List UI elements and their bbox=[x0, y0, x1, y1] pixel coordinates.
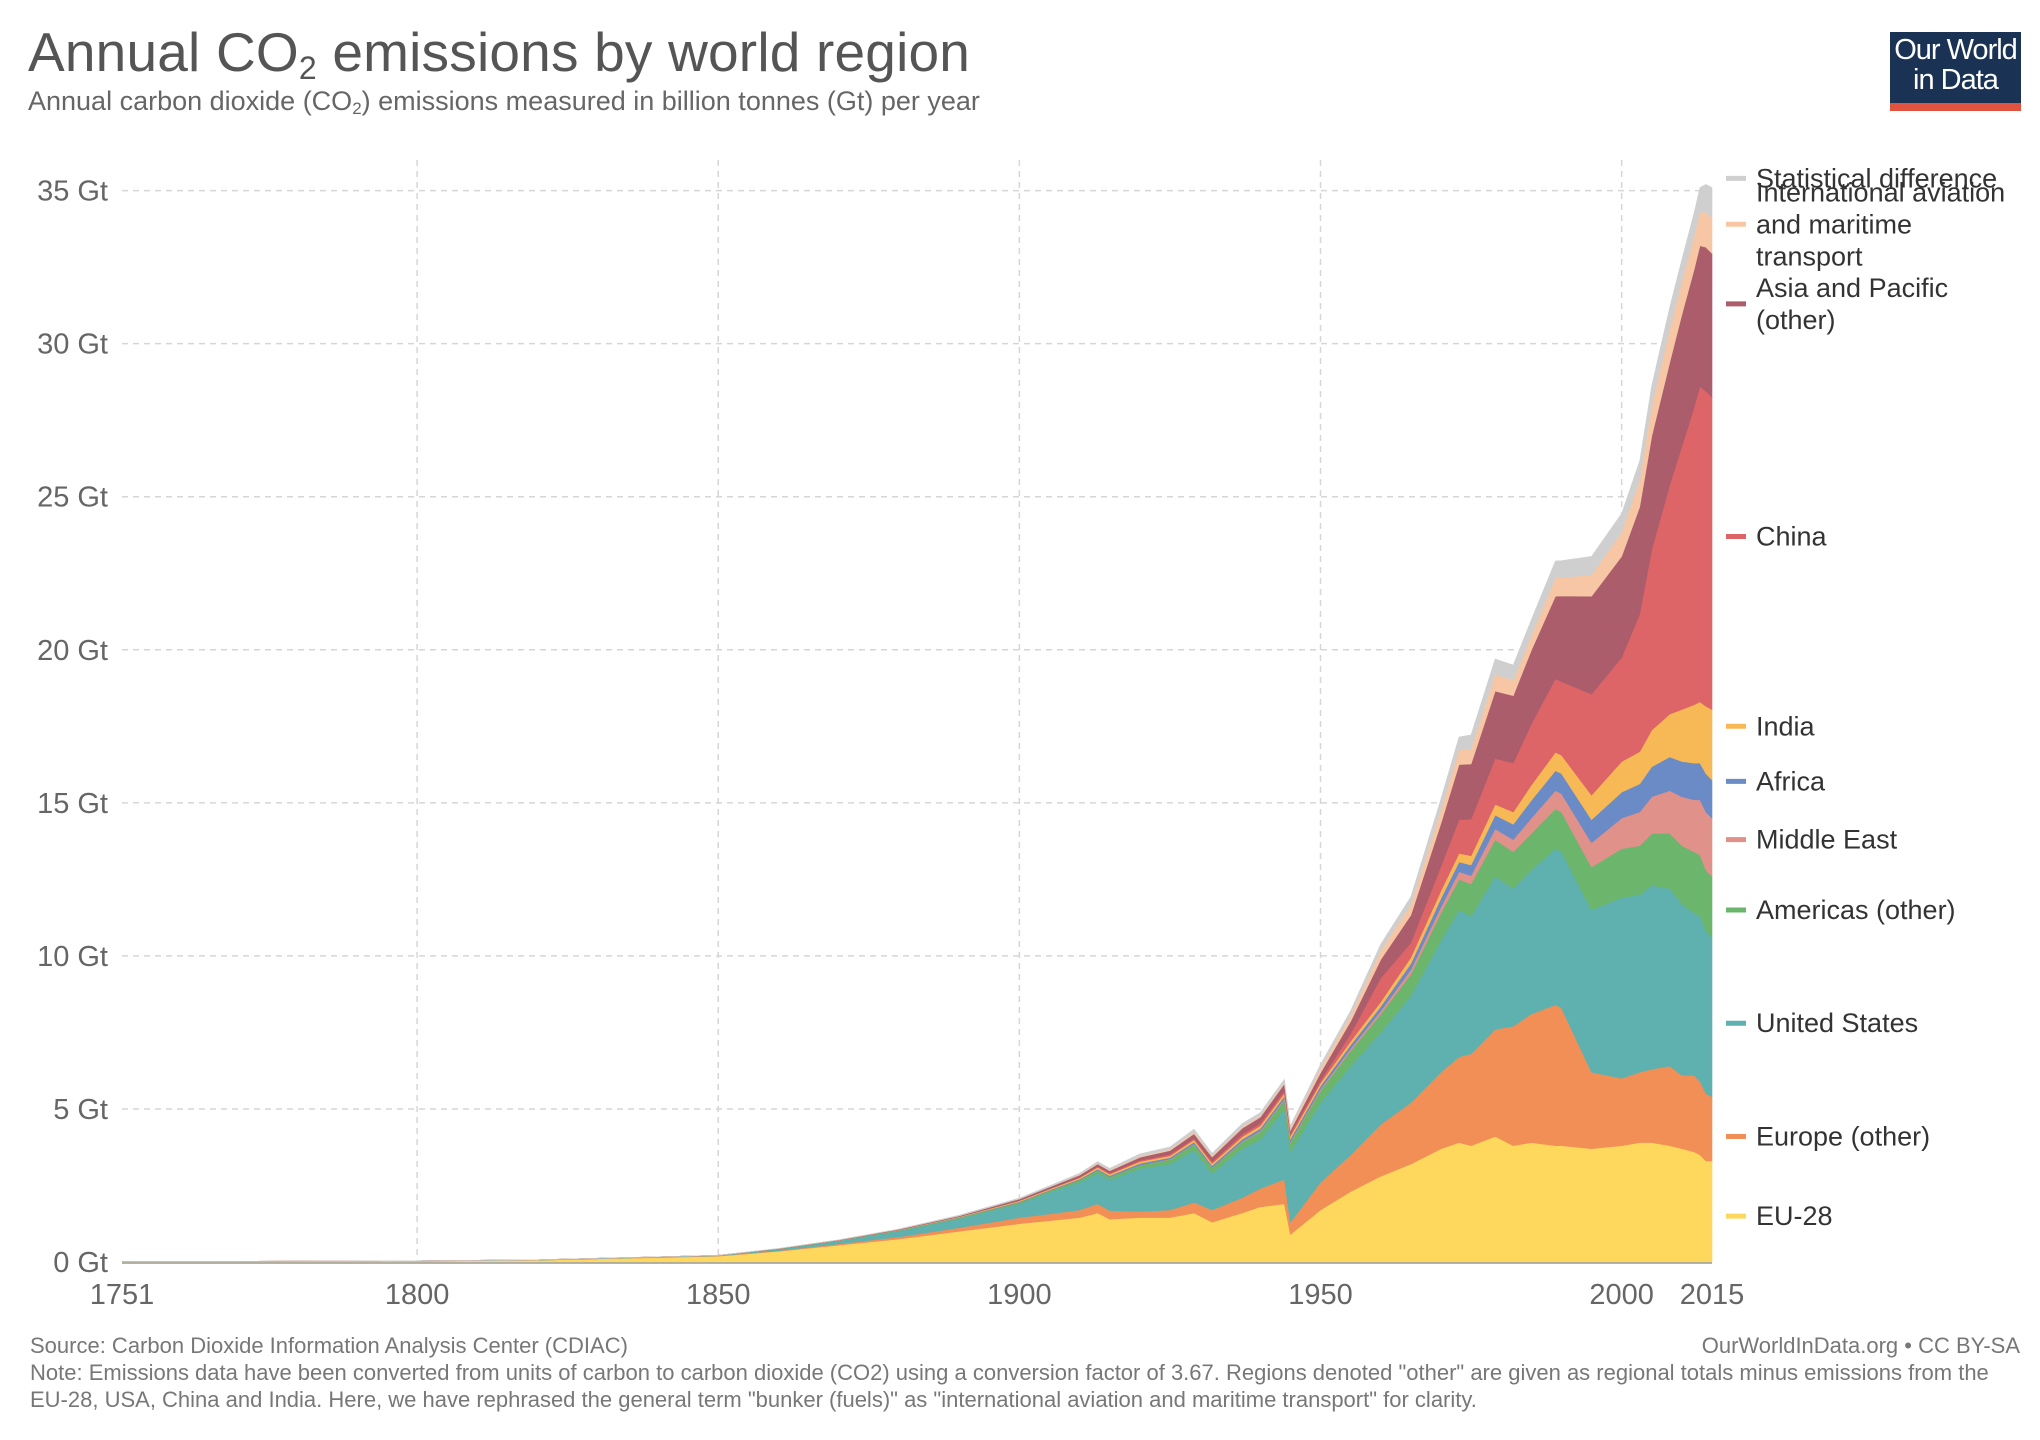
x-tick-label: 2015 bbox=[1680, 1279, 1745, 1311]
legend-label: (other) bbox=[1756, 305, 1836, 335]
legend-item[interactable]: China bbox=[1726, 522, 1828, 552]
legend-label: China bbox=[1756, 522, 1828, 552]
legend-item[interactable]: United States bbox=[1726, 1008, 1918, 1038]
legend-label: and maritime bbox=[1756, 209, 1912, 239]
legend-label: International aviation bbox=[1756, 177, 2005, 207]
area-layer bbox=[121, 184, 1713, 1263]
area-series-statistical-difference bbox=[121, 184, 1713, 1262]
y-tick-label: 25 Gt bbox=[37, 482, 108, 514]
y-tick-label: 35 Gt bbox=[37, 176, 108, 208]
logo-line-1: Our World bbox=[1894, 34, 2018, 66]
legend-label: Statistical difference bbox=[1756, 163, 1997, 193]
legend-label: Europe (other) bbox=[1756, 1121, 1930, 1151]
x-tick-label: 1800 bbox=[385, 1279, 450, 1311]
owid-logo[interactable]: Our World in Data bbox=[1890, 32, 2021, 111]
logo-accent-bar bbox=[1890, 103, 2021, 111]
legend-label: Middle East bbox=[1756, 825, 1898, 855]
legend-label: India bbox=[1756, 711, 1816, 741]
y-tick-label: 30 Gt bbox=[37, 329, 108, 361]
y-tick-label: 5 Gt bbox=[53, 1094, 108, 1126]
legend-label: Africa bbox=[1756, 766, 1826, 796]
area-series-eu-28 bbox=[121, 1136, 1713, 1263]
legend-item[interactable]: Americas (other) bbox=[1726, 895, 1956, 925]
legend-item[interactable]: Statistical difference bbox=[1726, 163, 1997, 193]
legend-label: Asia and Pacific bbox=[1756, 273, 1948, 303]
x-tick-label: 1950 bbox=[1288, 1279, 1353, 1311]
footer: Source: Carbon Dioxide Information Analy… bbox=[30, 1332, 2020, 1413]
y-tick-label: 0 Gt bbox=[53, 1247, 108, 1279]
y-tick-label: 20 Gt bbox=[37, 635, 108, 667]
legend-item[interactable]: Middle East bbox=[1726, 825, 1898, 855]
x-tick-label: 1751 bbox=[90, 1279, 155, 1311]
legend-item[interactable]: Africa bbox=[1726, 766, 1826, 796]
legend-item[interactable]: Asia and Pacific(other) bbox=[1726, 273, 1948, 335]
legend-item[interactable]: Europe (other) bbox=[1726, 1121, 1930, 1151]
methodology-note: Note: Emissions data have been converted… bbox=[30, 1360, 1989, 1412]
y-tick-label: 15 Gt bbox=[37, 788, 108, 820]
stacked-area-chart: 0 Gt 5 Gt 10 Gt 15 Gt 20 Gt 25 Gt 30 Gt 35 Gt 17… bbox=[37, 160, 2005, 1311]
legend-item[interactable]: EU-28 bbox=[1726, 1201, 1833, 1231]
legend-item[interactable]: India bbox=[1726, 711, 1816, 741]
x-tick-label: 1850 bbox=[686, 1279, 751, 1311]
legend-label: EU-28 bbox=[1756, 1201, 1833, 1231]
chart-title: Annual CO2 emissions by world region bbox=[28, 21, 971, 86]
logo-line-2: in Data bbox=[1913, 64, 1999, 96]
x-tick-label: 1900 bbox=[987, 1279, 1052, 1311]
chart-subtitle: Annual carbon dioxide (CO2) emissions me… bbox=[28, 86, 980, 118]
x-tick-label: 2000 bbox=[1589, 1279, 1654, 1311]
source-note: Source: Carbon Dioxide Information Analy… bbox=[30, 1333, 628, 1358]
credit-link[interactable]: OurWorldInData.org • CC BY-SA bbox=[1701, 1333, 2020, 1358]
y-tick-label: 10 Gt bbox=[37, 941, 108, 973]
legend-label: Americas (other) bbox=[1756, 895, 1956, 925]
legend-label: United States bbox=[1756, 1008, 1918, 1038]
legend-label: transport bbox=[1756, 241, 1863, 271]
axis-layer: 0 Gt 5 Gt 10 Gt 15 Gt 20 Gt 25 Gt 30 Gt 35 Gt 17… bbox=[37, 176, 1744, 1311]
